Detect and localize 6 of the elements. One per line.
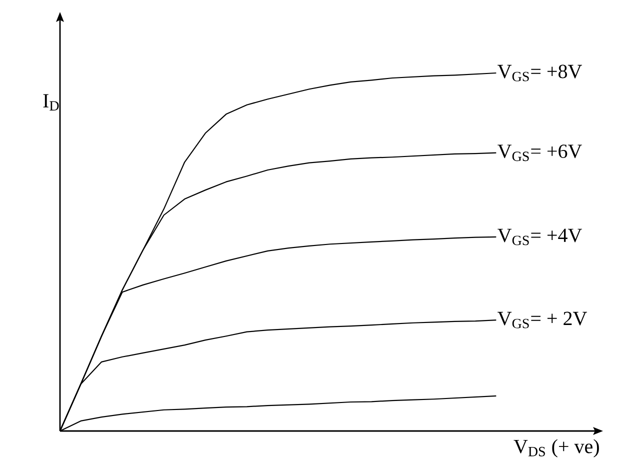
series-label: V$_{GS}$= +4V: [498, 228, 582, 246]
y-axis-title: I$_{D}$: [43, 94, 59, 110]
series-label: V$_{GS}$= +8V: [498, 64, 582, 82]
series-label: V$_{GS}$= +6V: [498, 144, 582, 162]
x-axis-title: V$_{DS}$ (+ ve): [514, 439, 599, 458]
series-label: V$_{GS}$= + 2V: [498, 312, 587, 328]
